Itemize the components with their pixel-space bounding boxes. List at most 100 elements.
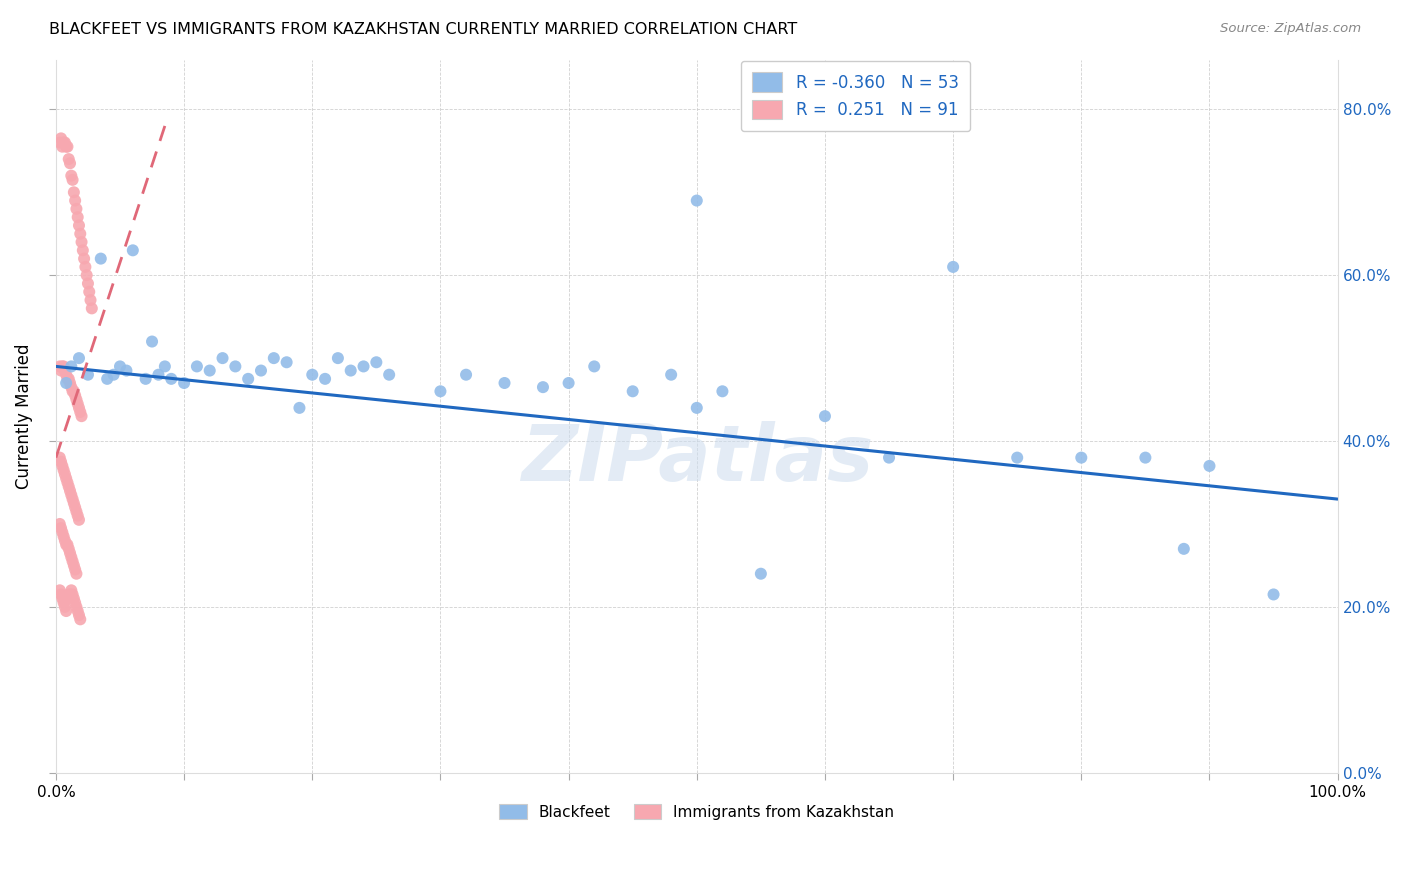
Point	[80, 301, 103, 316]
Point	[56, 372, 79, 386]
Point	[1005, 450, 1028, 465]
Point	[103, 368, 125, 382]
Point	[63, 388, 86, 402]
Point	[51, 139, 73, 153]
Point	[153, 359, 176, 374]
Point	[1198, 458, 1220, 473]
Point	[63, 500, 86, 515]
Point	[59, 546, 82, 560]
Point	[148, 368, 170, 382]
Point	[62, 173, 84, 187]
Point	[63, 558, 86, 573]
Point	[141, 334, 163, 349]
Point	[56, 475, 79, 490]
Point	[53, 599, 76, 614]
Point	[60, 359, 83, 374]
Point	[51, 458, 73, 473]
Point	[96, 372, 118, 386]
Point	[70, 409, 93, 424]
Point	[454, 368, 477, 382]
Point	[53, 363, 76, 377]
Point	[72, 244, 94, 258]
Point	[686, 194, 709, 208]
Point	[814, 409, 837, 424]
Point	[531, 380, 554, 394]
Point	[63, 496, 86, 510]
Point	[52, 463, 75, 477]
Point	[70, 235, 93, 249]
Point	[52, 596, 75, 610]
Point	[49, 131, 72, 145]
Point	[62, 384, 84, 399]
Point	[65, 566, 87, 581]
Point	[711, 384, 734, 399]
Point	[69, 227, 91, 241]
Point	[52, 136, 75, 150]
Point	[79, 293, 101, 307]
Point	[90, 252, 112, 266]
Point	[238, 372, 260, 386]
Point	[59, 156, 82, 170]
Point	[49, 516, 72, 531]
Point	[49, 359, 72, 374]
Point	[494, 376, 516, 390]
Point	[58, 152, 80, 166]
Point	[621, 384, 644, 399]
Point	[66, 397, 89, 411]
Point	[55, 139, 77, 153]
Point	[67, 219, 90, 233]
Point	[263, 351, 285, 365]
Point	[67, 513, 90, 527]
Point	[58, 480, 80, 494]
Point	[366, 355, 388, 369]
Point	[288, 401, 311, 415]
Point	[49, 455, 72, 469]
Point	[60, 583, 83, 598]
Point	[301, 368, 323, 382]
Point	[326, 351, 349, 365]
Point	[108, 359, 131, 374]
Point	[686, 401, 709, 415]
Point	[58, 541, 80, 556]
Point	[77, 285, 100, 299]
Point	[76, 268, 98, 283]
Point	[62, 554, 84, 568]
Point	[60, 380, 83, 394]
Point	[63, 194, 86, 208]
Point	[77, 368, 100, 382]
Point	[135, 372, 157, 386]
Point	[49, 587, 72, 601]
Point	[49, 450, 72, 465]
Text: ZIPatlas: ZIPatlas	[520, 421, 873, 497]
Legend: Blackfeet, Immigrants from Kazakhstan: Blackfeet, Immigrants from Kazakhstan	[494, 797, 900, 826]
Point	[276, 355, 298, 369]
Point	[52, 529, 75, 543]
Point	[49, 521, 72, 535]
Point	[58, 587, 80, 601]
Point	[55, 368, 77, 382]
Point	[1135, 450, 1157, 465]
Point	[56, 538, 79, 552]
Point	[659, 368, 682, 382]
Point	[66, 604, 89, 618]
Point	[339, 363, 361, 377]
Point	[942, 260, 965, 274]
Point	[67, 608, 90, 623]
Point	[1173, 541, 1195, 556]
Point	[51, 525, 73, 540]
Point	[51, 359, 73, 374]
Point	[49, 583, 72, 598]
Point	[63, 186, 86, 200]
Point	[65, 392, 87, 407]
Point	[60, 488, 83, 502]
Y-axis label: Currently Married: Currently Married	[15, 343, 32, 489]
Point	[67, 351, 90, 365]
Point	[314, 372, 336, 386]
Point	[63, 591, 86, 606]
Point	[53, 136, 76, 150]
Point	[583, 359, 606, 374]
Point	[66, 508, 89, 523]
Point	[378, 368, 401, 382]
Point	[67, 401, 90, 415]
Point	[63, 563, 86, 577]
